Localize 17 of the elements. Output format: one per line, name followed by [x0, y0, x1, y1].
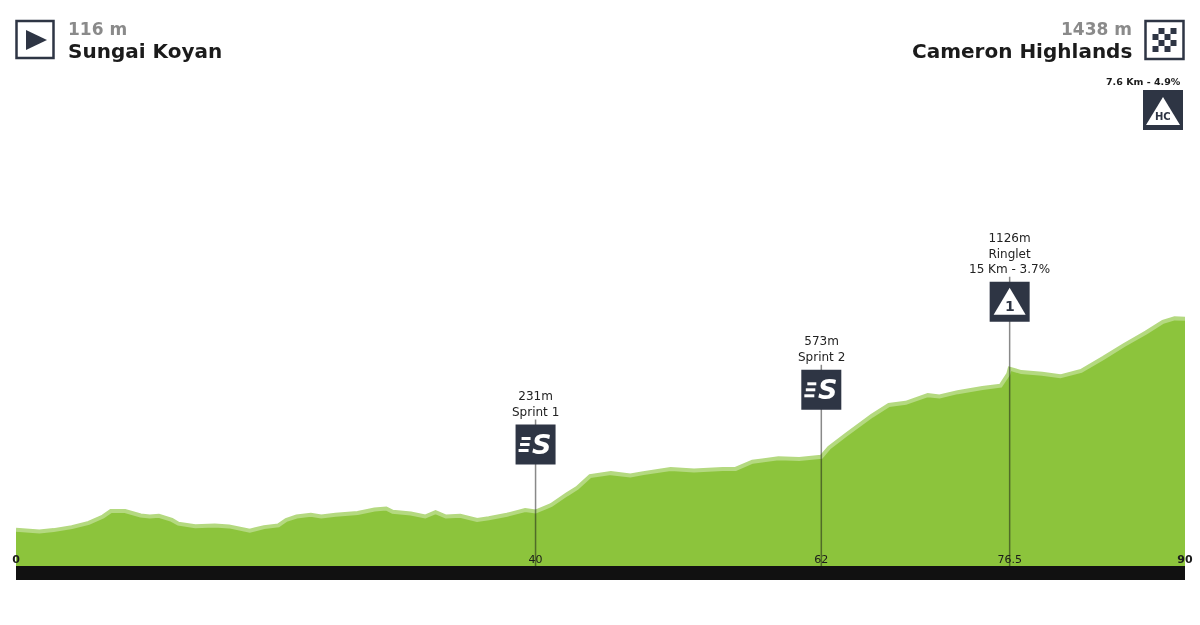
text: Sungai Koyan — [68, 39, 223, 63]
x-tick-label: 76.5 — [997, 553, 1022, 566]
ref-line-label: 573m Sprint 2 — [798, 334, 846, 364]
annotation: S — [532, 429, 552, 460]
text: 116 m — [68, 19, 128, 39]
text: 1 — [1005, 298, 1015, 314]
x-tick-label: 90 — [1177, 553, 1193, 566]
text: HC — [1155, 111, 1171, 122]
text: Cameron Highlands — [912, 39, 1133, 63]
text: 1438 m — [1061, 19, 1132, 39]
x-tick-label: 40 — [528, 553, 543, 566]
x-tick-label: 62 — [814, 553, 829, 566]
annotation: S — [818, 374, 838, 405]
x-tick-label: 0 — [12, 553, 21, 566]
text: 7.6 Km - 4.9% — [1106, 76, 1181, 87]
ref-line-label: 1126m Ringlet 15 Km - 3.7% — [969, 231, 1051, 277]
ref-line-label: 231m Sprint 1 — [512, 389, 560, 419]
